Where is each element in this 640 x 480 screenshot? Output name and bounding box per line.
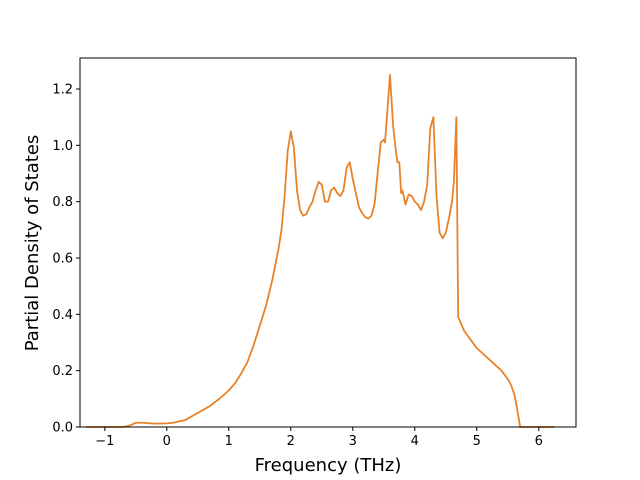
x-tick-label: 5: [473, 434, 481, 449]
x-tick-label: 6: [535, 434, 543, 449]
x-tick-label: 4: [411, 434, 419, 449]
y-tick-label: 1.0: [52, 139, 73, 154]
x-tick-label: 3: [349, 434, 357, 449]
axes: −1 0 1 2 3 4 5 6 0.0 0.2 0.4 0.6 0.8 1.0 1.2: [52, 57, 577, 449]
y-tick-label: 0.8: [52, 195, 73, 210]
y-tick-label: 0.6: [52, 251, 73, 266]
x-tick-label: 2: [287, 434, 295, 449]
y-axis-label: Partial Density of States: [22, 135, 43, 352]
x-axis-label: Frequency (THz): [255, 455, 402, 476]
series-line-0: [86, 74, 555, 428]
plot-area: [86, 74, 555, 428]
x-tick-label: 0: [163, 434, 171, 449]
x-tick-label: 1: [225, 434, 233, 449]
y-tick-label: 0.4: [52, 308, 73, 323]
y-tick-label: 0.2: [52, 364, 73, 379]
plot-frame: [79, 57, 577, 428]
y-tick-label: 0.0: [52, 421, 73, 436]
x-tick-label: −1: [95, 434, 114, 449]
y-tick-label: 1.2: [52, 82, 73, 97]
